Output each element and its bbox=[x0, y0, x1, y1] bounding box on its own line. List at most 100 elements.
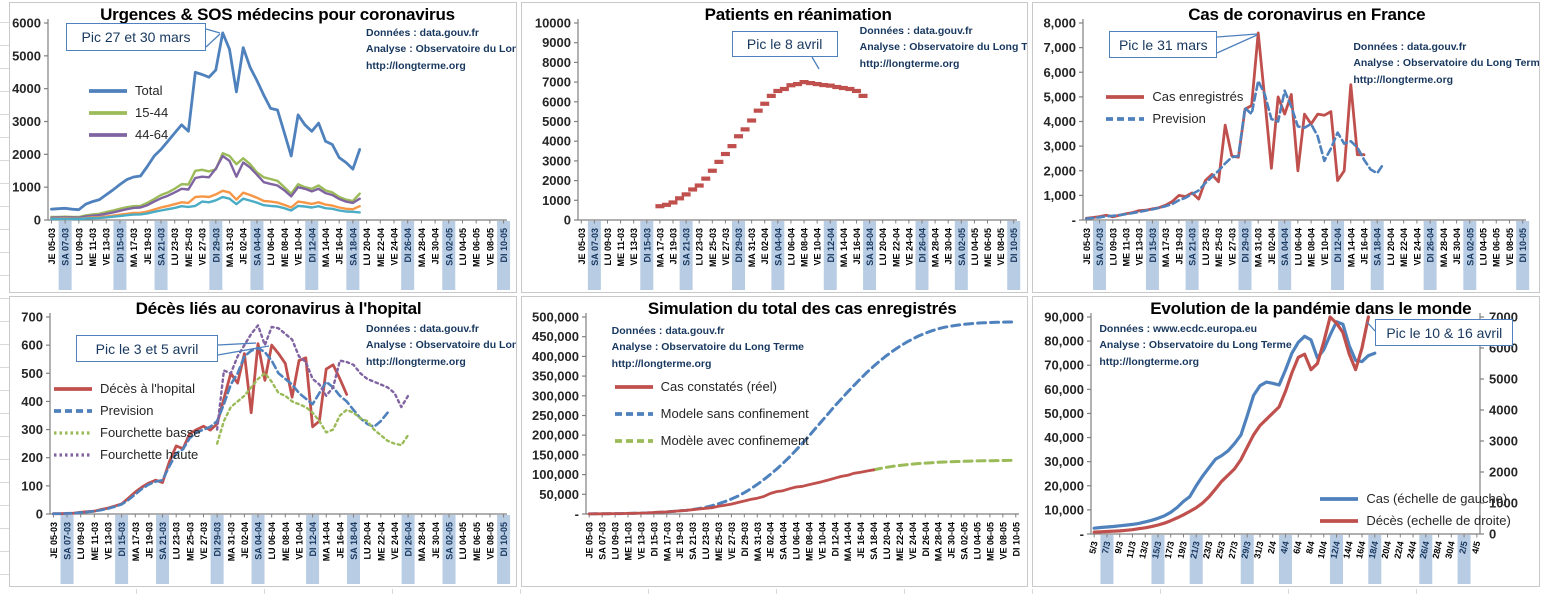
x-axis-labels: 5/3 7/3 9/3 11/3 13/3 15/3 17/3 19/3 21/3 23/3 25/… bbox=[1088, 535, 1483, 584]
svg-text:SA 18-04: SA 18-04 bbox=[348, 228, 358, 266]
svg-text:MA 14-04: MA 14-04 bbox=[321, 228, 331, 267]
legend-item-modele-sans-confinement: Modele sans confinement bbox=[614, 406, 809, 421]
svg-text:JE 05-03: JE 05-03 bbox=[47, 228, 57, 265]
chart-legend: Décès à l'hopital Prevision Fourchette bas… bbox=[53, 381, 200, 469]
svg-text:ME 22-04: ME 22-04 bbox=[891, 228, 901, 267]
legend-swatch-icon bbox=[1106, 116, 1145, 121]
svg-text:DI 15-03: DI 15-03 bbox=[115, 228, 125, 263]
data-source-text: Données : data.gouv.fr Analyse : Observat… bbox=[1353, 41, 1540, 86]
x-axis bbox=[1091, 533, 1481, 538]
svg-text:30/4: 30/4 bbox=[1444, 540, 1457, 559]
svg-text:300,000: 300,000 bbox=[532, 388, 579, 403]
svg-text:1,000: 1,000 bbox=[1044, 188, 1077, 203]
svg-text:ME 25-03: ME 25-03 bbox=[184, 228, 194, 267]
svg-text:MA 17-03: MA 17-03 bbox=[1161, 228, 1171, 267]
svg-text:ME 08-04: ME 08-04 bbox=[280, 228, 290, 267]
svg-text:SA 21-03: SA 21-03 bbox=[688, 522, 698, 560]
svg-text:LU 04-05: LU 04-05 bbox=[458, 228, 468, 266]
svg-text:LU 09-03: LU 09-03 bbox=[1109, 228, 1119, 266]
series-cas-echelle-de-gauche bbox=[1092, 320, 1377, 530]
svg-text:250,000: 250,000 bbox=[532, 408, 579, 423]
svg-text:SA 21-03: SA 21-03 bbox=[157, 228, 167, 266]
chart-panel-monde: Evolution de la pandémie dans le monde P… bbox=[1032, 296, 1540, 587]
svg-text:3000: 3000 bbox=[1489, 434, 1518, 449]
svg-text:MA 17-03: MA 17-03 bbox=[655, 228, 665, 267]
svg-text:SA 07-03: SA 07-03 bbox=[63, 522, 73, 560]
series-prevision bbox=[52, 346, 389, 515]
legend-item-modele-avec-confinement: Modèle avec confinement bbox=[614, 433, 809, 448]
legend-label: Fourchette basse bbox=[100, 425, 201, 440]
svg-text:7,000: 7,000 bbox=[1044, 40, 1077, 55]
svg-text:200: 200 bbox=[21, 450, 43, 465]
svg-text:VE 08-05: VE 08-05 bbox=[485, 228, 495, 266]
svg-text:50,000: 50,000 bbox=[1045, 406, 1085, 421]
svg-text:350,000: 350,000 bbox=[532, 369, 579, 384]
series-deces-echelle-de-droite bbox=[1092, 315, 1371, 534]
legend-swatch-icon bbox=[89, 88, 127, 93]
svg-text:18/4: 18/4 bbox=[1367, 540, 1380, 559]
x-axis-labels: JE 05-03 SA 07-03 LU 09-03 ME 11-03 VE 13-03… bbox=[47, 221, 511, 290]
legend-swatch-icon bbox=[54, 452, 92, 457]
svg-text:100: 100 bbox=[21, 478, 43, 493]
svg-text:LU 20-04: LU 20-04 bbox=[363, 522, 373, 560]
svg-text:LU 23-03: LU 23-03 bbox=[694, 228, 704, 266]
peak-annotation: Pic 27 et 30 mars bbox=[66, 23, 206, 51]
svg-text:28/4: 28/4 bbox=[1431, 540, 1444, 559]
svg-text:DI 12-04: DI 12-04 bbox=[830, 522, 840, 557]
svg-text:JE 19-03: JE 19-03 bbox=[144, 522, 154, 559]
svg-text:JE 05-03: JE 05-03 bbox=[1082, 228, 1092, 265]
chart-legend: Cas (échelle de gauche) Décès (echelle de… bbox=[1319, 491, 1511, 535]
svg-text:4/5: 4/5 bbox=[1470, 540, 1482, 554]
legend-swatch-icon bbox=[1320, 496, 1359, 501]
legend-label: Fourchette haute bbox=[100, 447, 199, 462]
svg-text:DI 12-04: DI 12-04 bbox=[308, 522, 318, 557]
svg-text:500: 500 bbox=[21, 366, 43, 381]
svg-text:LU 23-03: LU 23-03 bbox=[170, 228, 180, 266]
svg-text:ME 25-03: ME 25-03 bbox=[1214, 228, 1224, 267]
svg-text:MA 31-03: MA 31-03 bbox=[225, 228, 235, 267]
svg-text:JE 16-04: JE 16-04 bbox=[856, 522, 866, 559]
svg-text:SA 21-03: SA 21-03 bbox=[681, 228, 691, 266]
svg-text:MA 14-04: MA 14-04 bbox=[322, 522, 332, 561]
svg-text:6/4: 6/4 bbox=[1292, 540, 1304, 554]
svg-text:8,000: 8,000 bbox=[1044, 16, 1077, 31]
svg-text:DI 12-04: DI 12-04 bbox=[825, 228, 835, 263]
svg-text:DI 26-04: DI 26-04 bbox=[403, 228, 413, 263]
svg-text:JE 30-04: JE 30-04 bbox=[943, 228, 953, 265]
svg-text:SA 18-04: SA 18-04 bbox=[349, 522, 359, 560]
svg-text:LU 06-04: LU 06-04 bbox=[266, 228, 276, 266]
legend-item-prevision: Prevision bbox=[53, 403, 200, 418]
svg-text:LU 23-03: LU 23-03 bbox=[701, 522, 711, 560]
svg-text:LU 06-04: LU 06-04 bbox=[791, 522, 801, 560]
svg-text:SA 04-04: SA 04-04 bbox=[1280, 228, 1290, 266]
svg-text:VE 24-04: VE 24-04 bbox=[389, 228, 399, 266]
svg-text:VE 10-04: VE 10-04 bbox=[812, 228, 822, 266]
svg-text:SA 04-04: SA 04-04 bbox=[778, 522, 788, 560]
series-cas-constates-reel bbox=[587, 468, 875, 516]
svg-text:SA 04-04: SA 04-04 bbox=[773, 228, 783, 266]
svg-text:4000: 4000 bbox=[12, 81, 41, 96]
svg-text:SA 18-04: SA 18-04 bbox=[869, 522, 879, 560]
svg-text:JE 02-04: JE 02-04 bbox=[239, 228, 249, 265]
svg-text:DI 29-03: DI 29-03 bbox=[213, 522, 223, 557]
peak-annotation: Pic le 3 et 5 avril bbox=[76, 335, 218, 362]
chart-panel-cas-france: Cas de coronavirus en France Pic le 31 m… bbox=[1032, 2, 1540, 293]
x-axis bbox=[585, 513, 1019, 518]
svg-text:JE 30-04: JE 30-04 bbox=[1452, 228, 1462, 265]
chart-canvas: JE 05-03 SA 07-03 LU 09-03 ME 11-03 VE 13-03… bbox=[12, 16, 511, 290]
svg-text:VE 13-03: VE 13-03 bbox=[629, 228, 639, 266]
data-source-text: Données : data.gouv.fr Analyse : Observat… bbox=[859, 25, 1028, 70]
svg-text:1000: 1000 bbox=[12, 180, 41, 195]
legend-label: Décès à l'hopital bbox=[100, 381, 195, 396]
chart-legend: Total 15-44 44-64 bbox=[88, 83, 168, 149]
svg-text:VE 27-03: VE 27-03 bbox=[721, 228, 731, 266]
svg-text:15/3: 15/3 bbox=[1150, 540, 1163, 559]
svg-text:26/4: 26/4 bbox=[1418, 540, 1431, 559]
svg-text:DI 15-03: DI 15-03 bbox=[1148, 228, 1158, 263]
svg-text:3000: 3000 bbox=[542, 153, 571, 168]
svg-text:MA 31-03: MA 31-03 bbox=[1254, 228, 1264, 267]
svg-text:VE 27-03: VE 27-03 bbox=[198, 228, 208, 266]
svg-text:3000: 3000 bbox=[12, 114, 41, 129]
svg-text:JE 30-04: JE 30-04 bbox=[946, 522, 956, 559]
svg-text:5000: 5000 bbox=[542, 114, 571, 129]
